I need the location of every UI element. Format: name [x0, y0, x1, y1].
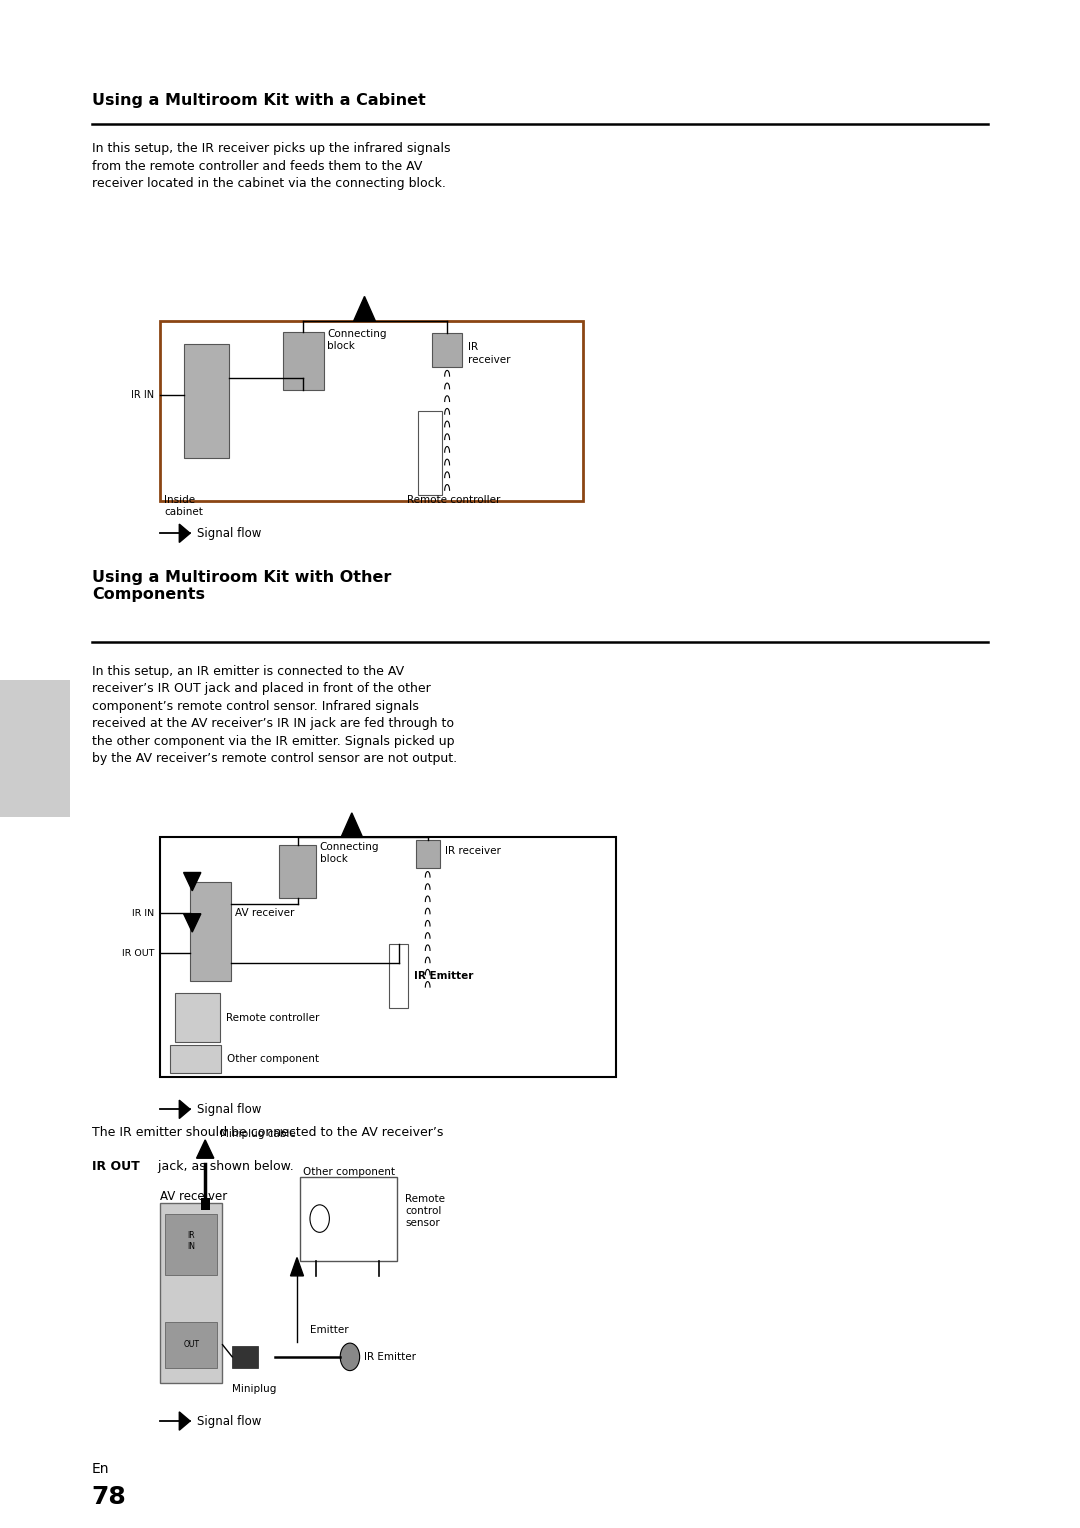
Circle shape — [340, 1343, 360, 1371]
Text: 78: 78 — [92, 1485, 126, 1510]
Text: AV receiver: AV receiver — [235, 909, 295, 918]
Bar — [184, 344, 229, 458]
Bar — [432, 333, 462, 367]
Text: In this setup, the IR receiver picks up the infrared signals
from the remote con: In this setup, the IR receiver picks up … — [92, 142, 450, 189]
Text: IR
IN: IR IN — [187, 1232, 195, 1251]
Bar — [165, 1213, 217, 1274]
Text: IR
receiver: IR receiver — [468, 342, 510, 365]
Text: IR receiver: IR receiver — [445, 847, 501, 856]
Bar — [232, 1346, 258, 1368]
Text: OUT: OUT — [184, 1340, 199, 1349]
Text: Other component: Other component — [303, 1167, 395, 1178]
Text: En: En — [92, 1462, 109, 1476]
Text: Remote
control
sensor: Remote control sensor — [405, 1193, 445, 1229]
Bar — [389, 944, 408, 1008]
Text: The IR emitter should be connected to the AV receiver’s: The IR emitter should be connected to th… — [92, 1126, 443, 1140]
Bar — [300, 1177, 397, 1261]
Text: Signal flow: Signal flow — [197, 1103, 261, 1115]
Text: IR IN: IR IN — [133, 909, 154, 918]
Polygon shape — [179, 524, 190, 542]
Circle shape — [310, 1204, 329, 1232]
Bar — [170, 1045, 221, 1073]
Text: Connecting
block: Connecting block — [320, 842, 379, 865]
Text: Using a Multiroom Kit with Other
Components: Using a Multiroom Kit with Other Compone… — [92, 570, 391, 602]
Text: IR OUT: IR OUT — [92, 1160, 139, 1174]
Polygon shape — [179, 1100, 190, 1118]
Polygon shape — [197, 1140, 214, 1158]
Polygon shape — [179, 1412, 190, 1430]
Text: Signal flow: Signal flow — [197, 1415, 261, 1427]
Polygon shape — [184, 872, 201, 891]
Polygon shape — [291, 1258, 303, 1276]
Text: Inside
cabinet: Inside cabinet — [164, 495, 203, 518]
Text: IR Emitter: IR Emitter — [364, 1352, 416, 1361]
Polygon shape — [184, 914, 201, 932]
Bar — [0, 680, 70, 817]
Bar — [416, 840, 440, 868]
Bar — [160, 1203, 222, 1383]
Text: IR IN: IR IN — [132, 390, 154, 400]
Text: Emitter: Emitter — [310, 1325, 349, 1335]
Bar — [165, 1322, 217, 1368]
Text: AV receiver: AV receiver — [160, 1190, 227, 1204]
Text: IR OUT: IR OUT — [122, 949, 154, 958]
Bar — [283, 332, 324, 390]
Bar — [160, 321, 583, 501]
Text: Signal flow: Signal flow — [197, 527, 261, 539]
Bar — [201, 1198, 210, 1210]
Text: Connecting
block: Connecting block — [327, 329, 387, 351]
Text: Other component: Other component — [227, 1054, 319, 1063]
Bar — [418, 411, 442, 495]
Text: Miniplug: Miniplug — [232, 1384, 276, 1395]
Bar — [279, 845, 316, 898]
Text: Remote controller: Remote controller — [226, 1013, 319, 1022]
Bar — [190, 882, 231, 981]
Text: jack, as shown below.: jack, as shown below. — [154, 1160, 294, 1174]
Bar — [175, 993, 220, 1042]
Bar — [160, 837, 616, 1077]
Text: Using a Multiroom Kit with a Cabinet: Using a Multiroom Kit with a Cabinet — [92, 93, 426, 108]
Text: Remote controller: Remote controller — [407, 495, 500, 506]
Text: IR Emitter: IR Emitter — [414, 972, 473, 981]
Polygon shape — [354, 296, 376, 321]
Polygon shape — [341, 813, 363, 837]
Text: In this setup, an IR emitter is connected to the AV
receiver’s IR OUT jack and p: In this setup, an IR emitter is connecte… — [92, 665, 457, 766]
Text: Miniplug cable: Miniplug cable — [220, 1129, 296, 1138]
